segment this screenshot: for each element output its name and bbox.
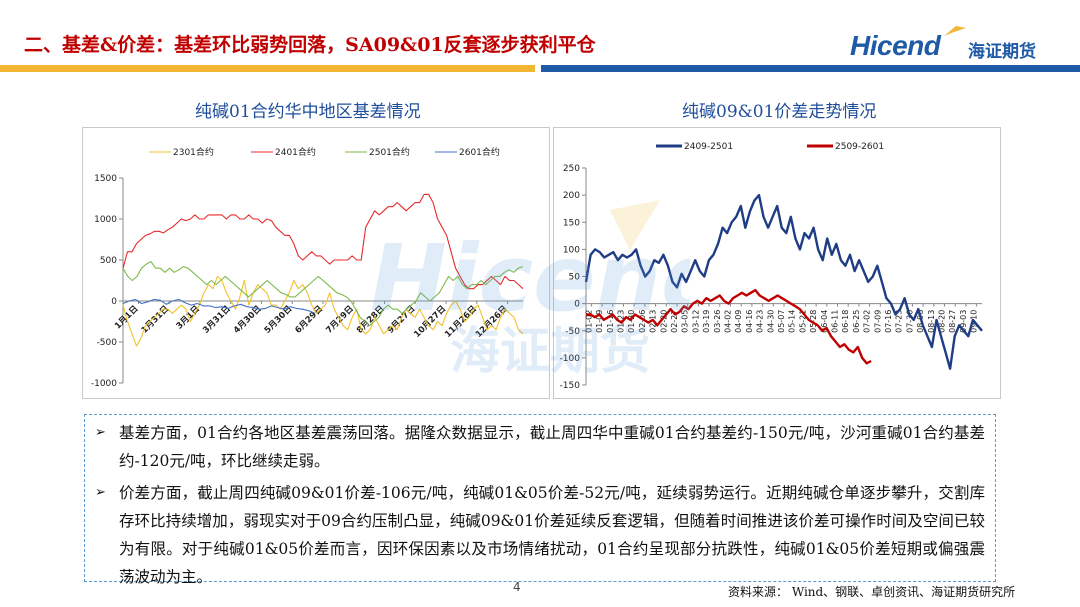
y-tick-label: 500 xyxy=(100,256,117,266)
x-tick-label: 06-25 xyxy=(852,310,861,333)
x-tick-label: 05-07 xyxy=(777,310,786,333)
x-tick-label: 06-18 xyxy=(841,310,850,333)
x-tick-label: 07-09 xyxy=(873,310,882,333)
x-tick-label: 06-04 xyxy=(820,310,829,333)
x-tick-label: 08-13 xyxy=(927,310,936,333)
logo-text: Hicend xyxy=(850,30,941,61)
logo-swoosh-icon xyxy=(944,26,966,36)
y-tick-label: 100 xyxy=(563,245,580,255)
chart1-title: 纯碱01合约华中地区基差情况 xyxy=(195,102,421,122)
series-line xyxy=(122,298,316,314)
x-tick-label: 9月27日 xyxy=(386,304,418,336)
series-line xyxy=(584,193,983,370)
x-tick-label: 04-09 xyxy=(734,310,743,333)
x-tick-label: 07-23 xyxy=(895,310,904,333)
x-tick-label: 07-02 xyxy=(863,310,872,333)
paragraph-text: 基差方面，01合约各地区基差震荡回落。据隆众数据显示，截止周四华中重碱01合约基… xyxy=(119,424,985,470)
legend-label: 2401合约 xyxy=(275,146,316,158)
legend-label: 2501合约 xyxy=(369,146,410,158)
y-tick-label: -150 xyxy=(560,381,581,391)
legend-label: 2509-2601 xyxy=(835,142,884,152)
x-tick-label: 05-21 xyxy=(798,310,807,333)
x-tick-label: 04-02 xyxy=(723,310,732,333)
x-tick-label: 10月27日 xyxy=(412,304,448,340)
x-tick-label: 08-20 xyxy=(938,310,947,333)
x-tick-label: 07-16 xyxy=(884,310,893,333)
x-tick-label: 07-30 xyxy=(905,310,914,333)
basis-chart: 2301合约 2401合约 2501合约 2601合约 -1000 -500 0 500 100… xyxy=(82,127,550,399)
x-tick-label: 05-28 xyxy=(809,310,818,333)
chart2-title: 纯碱09&01价差走势情况 xyxy=(682,102,877,122)
spread-chart: 2409-2501 2509-2601 -150 -100 -50 0 50 100 150 20… xyxy=(553,127,1001,399)
x-tick-label: 06-11 xyxy=(831,310,840,333)
series-line xyxy=(122,193,524,290)
x-tick-label: 05-14 xyxy=(788,310,797,333)
x-tick-label: 02-06 xyxy=(638,310,647,333)
basis-chart-svg: 2301合约 2401合约 2501合约 2601合约 -1000 -500 0 500 100… xyxy=(91,146,524,389)
y-tick-label: 1500 xyxy=(94,174,117,184)
x-tick-label: 03-05 xyxy=(681,310,690,333)
x-tick-label: 01-09 xyxy=(595,310,604,333)
legend-label: 2301合约 xyxy=(173,146,214,158)
arrow-bullet-icon: ➢ xyxy=(95,485,106,500)
commentary-box: ➢ 基差方面，01合约各地区基差震荡回落。据隆众数据显示，截止周四华中重碱01合… xyxy=(84,414,996,586)
spread-chart-svg: 2409-2501 2509-2601 -150 -100 -50 0 50 100 150 20… xyxy=(560,142,983,391)
logo-chinese-name: 海证期货 xyxy=(968,42,1036,62)
y-tick-label: -1000 xyxy=(91,379,117,389)
paragraph-basis: ➢ 基差方面，01合约各地区基差震荡回落。据隆众数据显示，截止周四华中重碱01合… xyxy=(95,419,985,475)
y-tick-label: 0 xyxy=(574,300,580,310)
x-tick-label: 01-30 xyxy=(627,310,636,333)
data-source: 资料来源： Wind、钢联、卓创资讯、海证期货研究所 xyxy=(728,585,1016,599)
x-tick-label: 03-26 xyxy=(713,310,722,333)
y-tick-label: 250 xyxy=(563,164,580,174)
y-tick-label: -50 xyxy=(565,327,580,337)
x-tick-label: 5月30日 xyxy=(263,304,295,336)
x-tick-label: 01-16 xyxy=(606,310,615,333)
x-tick-label: 01-02 xyxy=(584,310,593,333)
series-line xyxy=(122,275,524,347)
page-title: 二、基差&价差：基差环比弱势回落，SA09&01反套逐步获利平仓 xyxy=(24,34,596,56)
x-tick-label: 08-27 xyxy=(948,310,957,333)
x-tick-label: 04-30 xyxy=(766,310,775,333)
y-tick-label: 150 xyxy=(563,218,580,228)
series-line xyxy=(586,288,872,365)
header-divider-band xyxy=(0,65,1080,72)
x-tick-label: 04-16 xyxy=(745,310,754,333)
y-tick-label: -500 xyxy=(97,338,118,348)
paragraph-text: 价差方面，截止周四纯碱09&01价差-106元/吨，纯碱01&05价差-52元/… xyxy=(119,484,985,586)
legend-label: 2601合约 xyxy=(459,146,500,158)
page-number: 4 xyxy=(513,580,521,594)
paragraph-spread: ➢ 价差方面，截止周四纯碱09&01价差-106元/吨，纯碱01&05价差-52… xyxy=(95,479,985,591)
arrow-bullet-icon: ➢ xyxy=(95,425,106,440)
company-logo: Hicend 海证期货 xyxy=(850,26,1060,66)
x-tick-label: 02-20 xyxy=(659,310,668,333)
x-tick-label: 03-19 xyxy=(702,310,711,333)
x-tick-label: 09-03 xyxy=(959,310,968,333)
x-tick-label: 02-27 xyxy=(670,310,679,333)
legend-label: 2409-2501 xyxy=(684,142,733,152)
y-tick-label: 1000 xyxy=(94,215,117,225)
x-tick-label: 03-12 xyxy=(691,310,700,333)
y-tick-label: 200 xyxy=(563,191,580,201)
y-tick-label: 0 xyxy=(111,297,117,307)
x-tick-label: 04-23 xyxy=(756,310,765,333)
y-tick-label: -100 xyxy=(560,354,581,364)
series-line xyxy=(122,261,524,327)
y-tick-label: 50 xyxy=(569,273,581,283)
